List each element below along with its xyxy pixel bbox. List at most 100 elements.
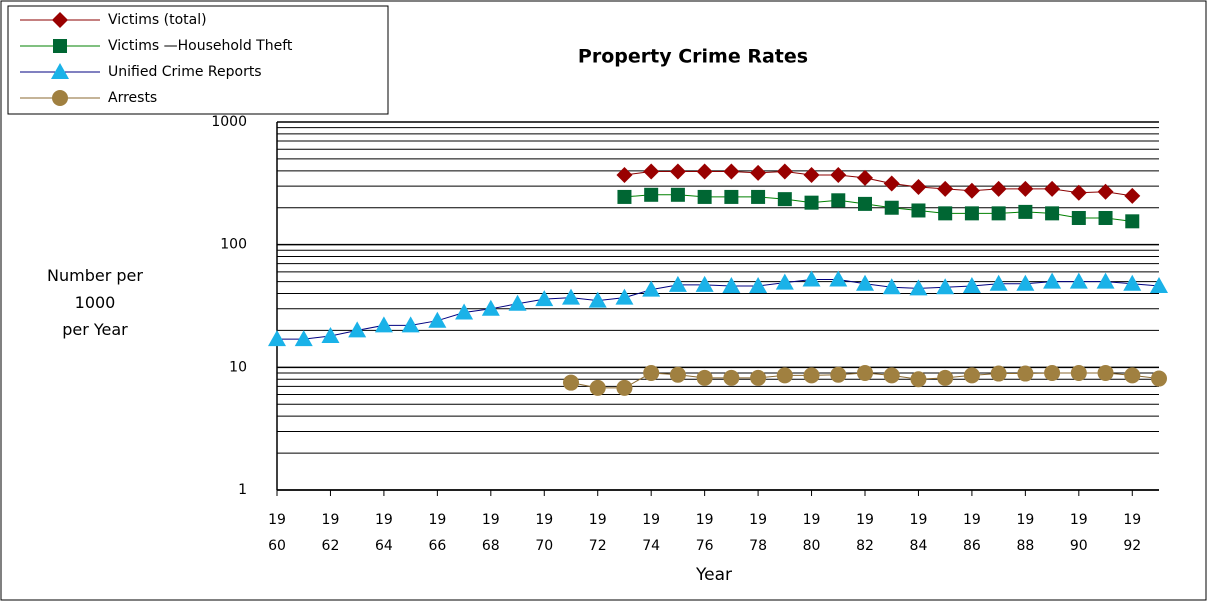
marker <box>802 270 821 287</box>
marker <box>937 180 954 197</box>
marker <box>321 327 340 344</box>
marker <box>1151 370 1167 387</box>
legend-marker <box>52 12 68 28</box>
marker <box>722 277 741 294</box>
x-tick-label: 19 88 <box>1016 512 1035 554</box>
marker <box>644 187 659 202</box>
x-tick-label: 19 60 <box>268 512 286 554</box>
x-tick-label: 19 68 <box>481 512 500 554</box>
marker <box>616 166 633 183</box>
marker <box>1096 272 1115 289</box>
chart-title: Property Crime Rates <box>578 46 808 68</box>
marker <box>857 364 873 381</box>
marker <box>1017 180 1034 197</box>
marker <box>643 364 660 381</box>
marker <box>1069 272 1088 289</box>
x-tick-label: 19 90 <box>1069 512 1088 554</box>
marker <box>696 369 713 386</box>
marker <box>910 371 927 388</box>
marker <box>1018 204 1033 219</box>
y-tick-label: 10 <box>229 359 247 375</box>
marker <box>268 330 286 347</box>
legend-label: Arrests <box>108 90 157 106</box>
marker <box>777 192 792 207</box>
marker <box>1070 364 1087 381</box>
legend-marker <box>51 63 69 79</box>
marker <box>723 163 740 180</box>
y-tick-label: 100 <box>220 237 247 253</box>
marker <box>616 379 633 396</box>
marker <box>751 189 766 204</box>
marker <box>348 321 367 338</box>
marker <box>883 175 900 192</box>
legend-marker <box>53 39 67 53</box>
marker <box>1043 272 1062 289</box>
marker <box>830 366 847 383</box>
marker <box>724 189 739 204</box>
marker <box>991 206 1006 221</box>
marker <box>643 163 660 180</box>
marker <box>1044 180 1061 197</box>
marker <box>858 196 872 211</box>
marker <box>831 193 846 208</box>
legend-marker <box>52 90 68 106</box>
marker <box>750 164 767 181</box>
marker <box>1070 184 1087 201</box>
marker <box>803 367 820 384</box>
legend-box <box>7 5 389 115</box>
marker <box>1071 210 1086 225</box>
marker <box>1017 365 1034 382</box>
marker <box>1124 367 1141 384</box>
x-tick-label: 19 72 <box>588 512 607 554</box>
marker <box>697 189 712 204</box>
marker <box>910 179 927 196</box>
marker <box>696 163 713 180</box>
x-tick-label: 19 76 <box>695 512 714 554</box>
marker <box>695 275 714 292</box>
legend-label: Unified Crime Reports <box>108 64 262 80</box>
series-line <box>277 279 1160 340</box>
marker <box>669 163 686 180</box>
y-axis-label: Number per 1000 per Year <box>47 266 143 339</box>
x-tick-label: 19 86 <box>962 512 981 554</box>
marker <box>374 316 393 333</box>
marker <box>668 275 687 292</box>
marker <box>1097 183 1114 200</box>
marker <box>990 365 1007 382</box>
marker <box>1016 274 1035 291</box>
marker <box>963 367 980 384</box>
marker <box>563 374 579 391</box>
marker <box>963 182 980 199</box>
marker <box>964 206 979 221</box>
marker <box>776 367 793 384</box>
marker <box>481 299 500 316</box>
marker <box>775 273 794 290</box>
marker <box>909 279 928 296</box>
marker <box>937 369 954 386</box>
marker <box>1098 210 1113 225</box>
marker <box>830 166 847 183</box>
marker <box>938 206 953 221</box>
marker <box>670 187 685 202</box>
marker <box>723 369 740 386</box>
x-tick-label: 19 66 <box>428 512 447 554</box>
marker <box>1150 277 1168 294</box>
x-tick-label: 19 64 <box>374 512 393 554</box>
marker <box>962 277 981 294</box>
x-tick-label: 19 80 <box>802 512 821 554</box>
marker <box>589 379 606 396</box>
marker <box>1125 214 1140 229</box>
marker <box>990 180 1007 197</box>
marker <box>882 278 901 295</box>
x-tick-label: 19 84 <box>909 512 928 554</box>
marker <box>803 166 820 183</box>
marker <box>1045 206 1060 221</box>
marker <box>857 169 873 186</box>
x-tick-label: 19 74 <box>642 512 661 554</box>
x-tick-label: 19 82 <box>856 512 874 554</box>
marker <box>642 280 661 297</box>
marker <box>883 367 900 384</box>
marker <box>455 303 474 320</box>
marker <box>750 369 767 386</box>
